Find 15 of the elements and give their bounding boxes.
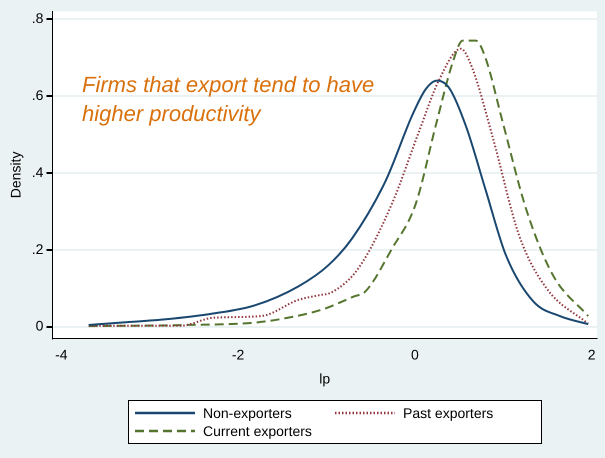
x-tick-label: -4	[55, 346, 68, 363]
y-axis-title: Density	[7, 152, 24, 198]
y-tick-label: .6	[32, 86, 44, 103]
y-tick-label: .8	[32, 10, 44, 26]
y-tick-label: 0	[36, 318, 44, 334]
annotation: Firms that export tend to have higher productivity	[82, 71, 376, 128]
x-tick-label: 0	[411, 346, 420, 363]
legend-label: Past exporters	[403, 405, 494, 421]
y-tick-label: .4	[32, 164, 44, 180]
x-axis-title: lp	[319, 370, 330, 386]
y-tick-label: .2	[32, 240, 44, 257]
legend-label: Current exporters	[203, 423, 312, 439]
legend-label: Non-exporters	[203, 405, 292, 421]
x-tick-label: -2	[232, 346, 245, 363]
x-tick-label: 2	[588, 346, 596, 363]
